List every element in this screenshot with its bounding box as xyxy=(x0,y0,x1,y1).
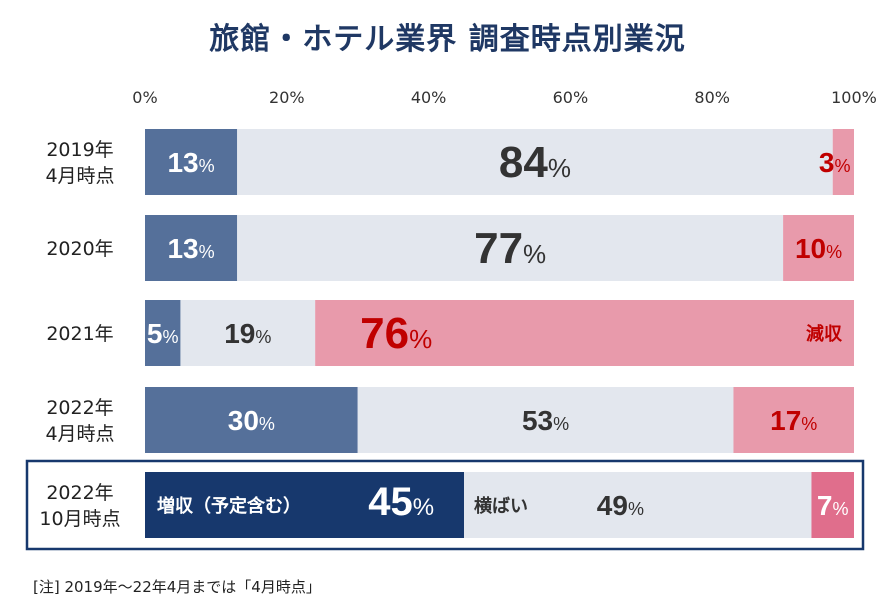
category-label: 2022年 xyxy=(46,482,113,504)
value-unit: % xyxy=(833,499,849,519)
value-unit: % xyxy=(255,327,271,347)
segment-annotation: 増収（予定含む） xyxy=(157,495,301,517)
value-unit: % xyxy=(259,414,275,434)
value-number: 84 xyxy=(499,138,548,187)
value-unit: % xyxy=(199,242,215,262)
value-number: 3 xyxy=(819,147,835,178)
segment-annotation: 減収 xyxy=(806,323,843,345)
value-unit: % xyxy=(835,156,851,176)
value-number: 19 xyxy=(224,318,255,349)
value-unit: % xyxy=(553,414,569,434)
segment-annotation: 横ばい xyxy=(474,495,528,517)
category-label: 10月時点 xyxy=(39,508,120,530)
x-tick-label: 40% xyxy=(411,88,447,107)
value-unit: % xyxy=(409,324,432,354)
footnote: [注] 2019年～22年4月までは「4月時点」 xyxy=(33,576,321,597)
value-number: 49 xyxy=(597,490,628,521)
value-number: 30 xyxy=(228,405,259,436)
value-unit: % xyxy=(826,242,842,262)
value-number: 13 xyxy=(167,147,198,178)
category-label: 2022年 xyxy=(46,397,113,419)
x-tick-label: 20% xyxy=(269,88,305,107)
value-number: 45 xyxy=(368,480,413,524)
value-number: 10 xyxy=(795,233,826,264)
value-unit: % xyxy=(199,156,215,176)
value-number: 13 xyxy=(167,233,198,264)
category-label: 2021年 xyxy=(46,323,113,345)
x-tick-label: 100% xyxy=(831,88,877,107)
value-unit: % xyxy=(801,414,817,434)
value-number: 5 xyxy=(147,318,163,349)
value-unit: % xyxy=(628,499,644,519)
category-label: 2019年 xyxy=(46,139,113,161)
value-unit: % xyxy=(413,494,434,521)
value-number: 76 xyxy=(360,309,409,358)
value-number: 7 xyxy=(817,490,833,521)
value-number: 77 xyxy=(474,224,523,273)
category-label: 2020年 xyxy=(46,238,113,260)
category-label: 4月時点 xyxy=(45,423,114,445)
value-number: 53 xyxy=(522,405,553,436)
category-label: 4月時点 xyxy=(45,165,114,187)
x-tick-label: 0% xyxy=(132,88,157,107)
value-unit: % xyxy=(548,153,571,183)
value-unit: % xyxy=(523,239,546,269)
x-tick-label: 80% xyxy=(694,88,730,107)
value-number: 17 xyxy=(770,405,801,436)
x-tick-label: 60% xyxy=(553,88,589,107)
value-unit: % xyxy=(163,327,179,347)
